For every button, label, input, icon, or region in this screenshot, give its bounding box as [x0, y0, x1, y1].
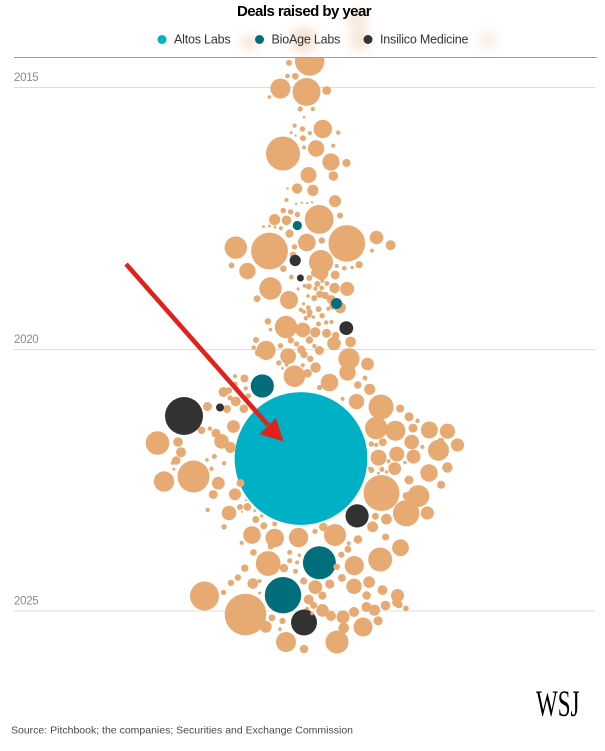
svg-text:Insilico Medicine: Insilico Medicine	[380, 33, 469, 47]
svg-text:Deals raised by year: Deals raised by year	[237, 3, 372, 20]
svg-text:BioAge Labs: BioAge Labs	[272, 33, 341, 47]
svg-text:2015: 2015	[14, 72, 38, 84]
svg-text:2020: 2020	[14, 334, 38, 346]
svg-text:2025: 2025	[14, 596, 38, 608]
svg-text:Source: Pitchbook; the compani: Source: Pitchbook; the companies; Securi…	[11, 725, 353, 737]
svg-text:Altos Labs: Altos Labs	[174, 33, 230, 47]
svg-text:WSJ: WSJ	[536, 684, 580, 725]
